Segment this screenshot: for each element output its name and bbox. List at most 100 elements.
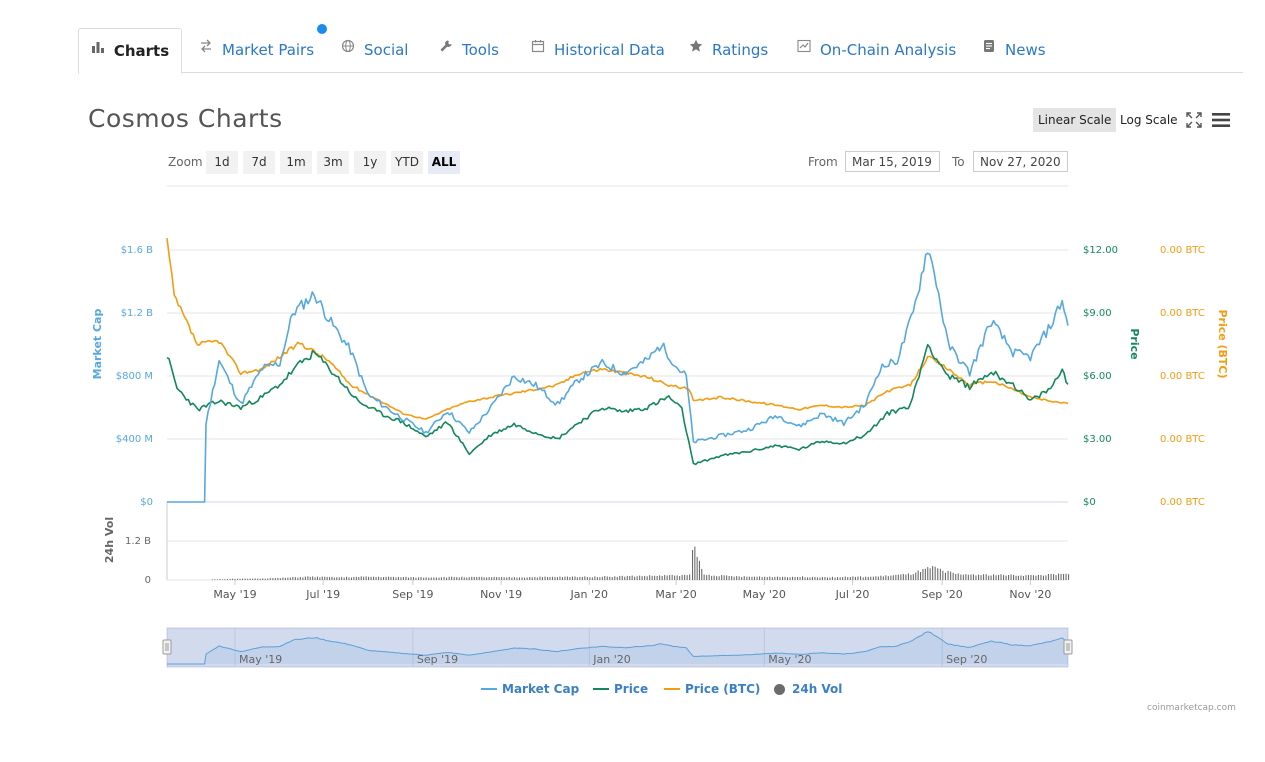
- volume-bar: [547, 577, 549, 580]
- volume-bar: [965, 574, 967, 580]
- navigator-left-handle[interactable]: [162, 639, 172, 655]
- volume-bar: [629, 576, 631, 580]
- volume-bar: [1003, 575, 1005, 580]
- zoom-all-button[interactable]: ALL: [428, 151, 460, 174]
- mcap-tick: $800 M: [116, 371, 153, 382]
- legend-item-price[interactable]: Price: [593, 682, 648, 696]
- credit-link[interactable]: coinmarketcap.com: [1147, 703, 1236, 713]
- tab-on-chain-analysis[interactable]: On-Chain Analysis: [797, 28, 956, 72]
- volume-bar: [867, 576, 869, 580]
- zoom-3m-button[interactable]: 3m: [317, 151, 349, 174]
- volume-bar: [443, 576, 445, 580]
- tab-charts[interactable]: Charts: [78, 28, 182, 74]
- volume-bar: [316, 576, 318, 580]
- from-date-input[interactable]: Mar 15, 2019: [845, 151, 940, 172]
- volume-bar: [314, 577, 316, 580]
- volume-bar: [950, 571, 952, 580]
- legend-item-24h-vol[interactable]: 24h Vol: [774, 682, 842, 696]
- volume-bar: [804, 577, 806, 580]
- btc-tick: 0.00 BTC: [1160, 308, 1205, 319]
- tab-news[interactable]: News: [982, 28, 1046, 72]
- tab-market-pairs[interactable]: Market Pairs: [199, 28, 314, 72]
- zoom-1d-button[interactable]: 1d: [206, 151, 238, 174]
- volume-bar: [1005, 575, 1007, 580]
- legend-item-price-btc[interactable]: Price (BTC): [664, 682, 760, 696]
- tab-tools[interactable]: Tools: [439, 28, 499, 72]
- navigator-tick-label: Jan '20: [592, 653, 630, 666]
- volume-bar: [937, 568, 939, 580]
- volume-bar: [571, 576, 573, 580]
- volume-bar: [1040, 575, 1042, 580]
- linear-scale-button[interactable]: Linear Scale: [1033, 108, 1117, 132]
- navigator-axis: May '19 Sep '19 Jan '20 May '20 Sep '20: [239, 653, 987, 666]
- volume-bar: [388, 576, 390, 580]
- volume-bar: [536, 577, 538, 580]
- volume-bar: [478, 576, 480, 580]
- volume-bar: [792, 576, 794, 580]
- volume-bar: [875, 576, 877, 580]
- fullscreen-icon[interactable]: [1186, 112, 1202, 132]
- volume-bar: [733, 576, 735, 580]
- x-tick-label: Nov '20: [1009, 588, 1051, 601]
- volume-bar: [511, 577, 513, 580]
- tab-historical-data[interactable]: Historical Data: [531, 28, 665, 72]
- volume-bar: [385, 576, 387, 580]
- volume-bar: [219, 579, 221, 580]
- price-axis: $0 $3.00 $6.00 $9.00 $12.00: [1083, 245, 1118, 508]
- volume-bar: [1042, 575, 1044, 580]
- tab-label: Social: [364, 41, 409, 59]
- navigator[interactable]: May '19 Sep '19 Jan '20 May '20 Sep '20: [162, 627, 1073, 668]
- volume-bar: [631, 575, 633, 580]
- legend-item-market-cap[interactable]: Market Cap: [481, 682, 579, 696]
- navigator-right-handle[interactable]: [1063, 639, 1073, 655]
- volume-bar: [934, 566, 936, 580]
- legend-label: Price (BTC): [685, 682, 761, 696]
- volume-bar: [679, 576, 681, 580]
- navigator-area: [167, 631, 1068, 664]
- volume-bar: [353, 577, 355, 580]
- volume-bar: [214, 579, 216, 580]
- legend-line-swatch: [593, 688, 609, 690]
- volume-bar: [947, 570, 949, 580]
- volume-bar: [486, 577, 488, 580]
- zoom-1m-button[interactable]: 1m: [280, 151, 312, 174]
- vol-tick: 1.2 B: [125, 536, 151, 547]
- volume-bar: [821, 577, 823, 580]
- star-icon: [689, 39, 705, 55]
- mcap-tick: $400 M: [116, 434, 153, 445]
- volume-bar: [1047, 574, 1049, 580]
- volume-bar: [513, 577, 515, 580]
- volume-bar: [929, 568, 931, 580]
- volume-bar: [589, 577, 591, 580]
- volume-bar: [784, 576, 786, 580]
- volume-bar: [666, 575, 668, 580]
- menu-icon[interactable]: [1212, 112, 1230, 132]
- volume-bar: [358, 577, 360, 580]
- volume-bar: [809, 577, 811, 580]
- log-scale-button[interactable]: Log Scale: [1120, 113, 1178, 127]
- zoom-1y-button[interactable]: 1y: [354, 151, 386, 174]
- volume-bar: [496, 577, 498, 580]
- volume-bar: [960, 574, 962, 580]
- tab-ratings[interactable]: Ratings: [689, 28, 768, 72]
- btc-tick: 0.00 BTC: [1160, 497, 1205, 508]
- zoom-7d-button[interactable]: 7d: [243, 151, 275, 174]
- volume-bar: [890, 575, 892, 580]
- volume-bar: [983, 574, 985, 580]
- to-date-input[interactable]: Nov 27, 2020: [973, 151, 1068, 172]
- volume-bar: [456, 577, 458, 580]
- volume-axis: 0 1.2 B: [125, 536, 151, 586]
- navigator-selection[interactable]: [167, 628, 1068, 667]
- navigator-grid: [234, 628, 943, 667]
- volume-bar: [698, 560, 700, 580]
- volume-bar: [900, 574, 902, 580]
- volume-bar: [978, 574, 980, 580]
- tab-social[interactable]: Social: [341, 28, 408, 72]
- volume-bar: [939, 568, 941, 580]
- volume-bar: [880, 575, 882, 580]
- zoom-ytd-button[interactable]: YTD: [391, 151, 423, 174]
- volume-bar: [910, 574, 912, 580]
- x-tick-label: May '19: [213, 588, 256, 601]
- volume-bar: [674, 575, 676, 580]
- volume-bar: [654, 575, 656, 580]
